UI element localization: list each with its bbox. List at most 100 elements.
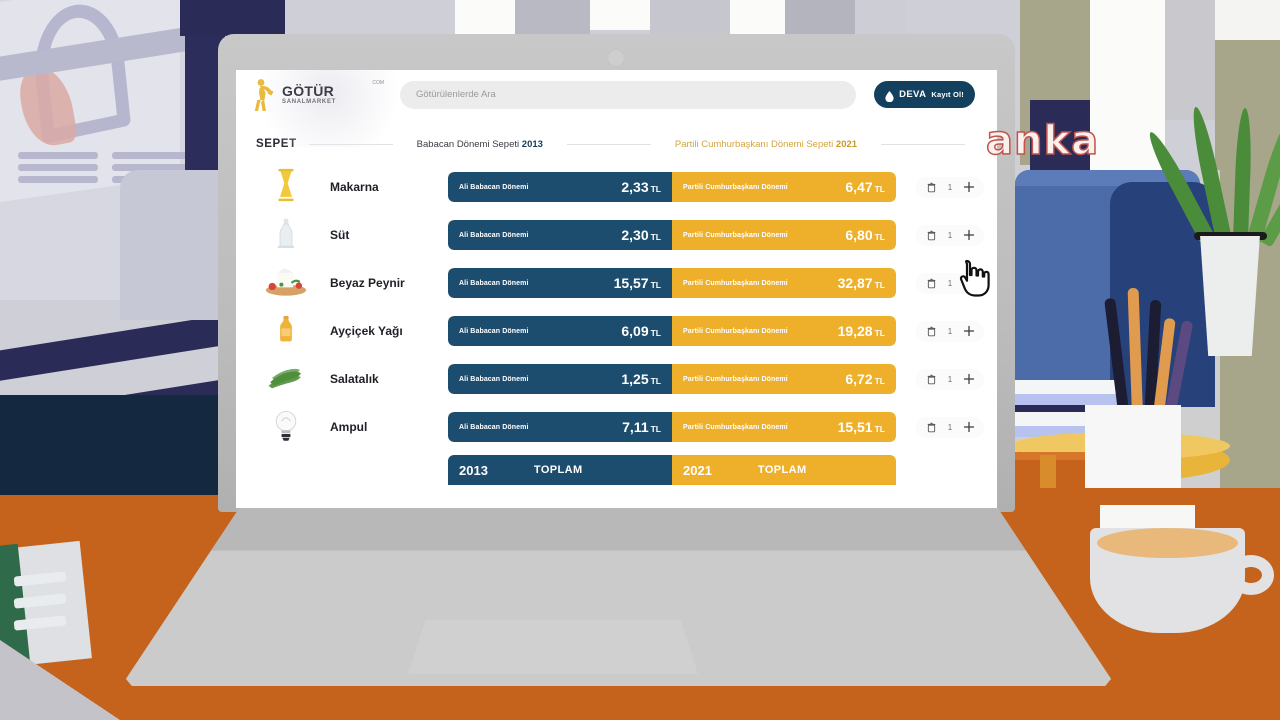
currency-label: TL: [650, 376, 661, 386]
product-list: Makarna Ali Babacan Dönemi 2,33 TL Partili C…: [256, 163, 984, 451]
price-2021-cell: Partili Cumhurbaşkanı Dönemi 15,51 TL: [672, 412, 896, 442]
tab-babacan-2013[interactable]: Babacan Dönemi Sepeti 2013: [404, 134, 555, 154]
tab-babacan-year: 2013: [521, 138, 543, 150]
deva-cta-label: Kayıt Ol!: [931, 90, 964, 99]
background-dark-strip: [0, 395, 230, 495]
price-2013-label: Ali Babacan Dönemi: [459, 375, 529, 383]
trash-icon[interactable]: [925, 421, 938, 434]
price-2021-value: 6,47: [845, 179, 873, 195]
price-2021-label: Partili Cumhurbaşkanı Dönemi: [683, 327, 788, 335]
cucumber-icon: [265, 363, 307, 396]
product-thumbnail: [256, 261, 316, 305]
trash-icon[interactable]: [925, 325, 938, 338]
plus-icon[interactable]: [962, 325, 975, 338]
product-name: Beyaz Peynir: [330, 276, 405, 290]
price-2013-value: 6,09: [621, 323, 649, 339]
price-2021-label: Partili Cumhurbaşkanı Dönemi: [683, 183, 788, 191]
search-input[interactable]: Götürülenlerde Ara: [400, 80, 857, 109]
price-2013-cell: Ali Babacan Dönemi 1,25 TL: [448, 364, 672, 394]
total-2013: 2013 TOPLAM: [448, 455, 672, 485]
quantity-value: 1: [947, 182, 953, 192]
laptop-trackpad[interactable]: [408, 620, 698, 674]
header-glow: [244, 70, 414, 147]
basket-section: SEPET Babacan Dönemi Sepeti 2013 Partili…: [236, 119, 997, 485]
price-2013-cell: Ali Babacan Dönemi 6,09 TL: [448, 316, 672, 346]
background-right-wall: [1030, 100, 1090, 175]
trash-icon[interactable]: [925, 229, 938, 242]
trash-icon[interactable]: [925, 373, 938, 386]
quantity-value: 1: [947, 326, 953, 336]
plus-icon[interactable]: [962, 421, 975, 434]
product-row: Ayçiçek Yağı Ali Babacan Dönemi 6,09 TL Part…: [256, 307, 984, 355]
price-2013-value: 2,30: [621, 227, 649, 243]
quantity-stepper: 1: [916, 176, 984, 198]
milk-bottle-icon: [271, 213, 301, 258]
poster-text-line: [112, 152, 192, 159]
site-logo[interactable]: GÖTÜR SANALMARKET COM: [252, 78, 384, 112]
poster-text-line: [18, 152, 98, 159]
poster-text-line: [112, 164, 192, 171]
product-row: Süt Ali Babacan Dönemi 2,30 TL Partili Cumhu…: [256, 211, 984, 259]
price-2013-label: Ali Babacan Dönemi: [459, 183, 529, 191]
price-2021-cell: Partili Cumhurbaşkanı Dönemi 6,72 TL: [672, 364, 896, 394]
tab-cumhurbaskani-2021[interactable]: Partili Cumhurbaşkanı Dönemi Sepeti 2021: [662, 134, 870, 154]
deva-party-label: DEVA: [899, 89, 927, 100]
currency-label: TL: [650, 328, 661, 338]
shopper-figure-icon: [252, 78, 278, 112]
price-2021-cell: Partili Cumhurbaşkanı Dönemi 19,28 TL: [672, 316, 896, 346]
product-thumbnail: [256, 309, 316, 353]
cheese-icon: [264, 264, 308, 303]
price-2013-cell: Ali Babacan Dönemi 15,57 TL: [448, 268, 672, 298]
product-name: Süt: [330, 228, 350, 242]
poster-text-line: [18, 164, 98, 171]
price-2021-label: Partili Cumhurbaşkanı Dönemi: [683, 375, 788, 383]
price-comparison-bar: Ali Babacan Dönemi 2,33 TL Partili Cumhurba…: [448, 172, 896, 202]
logo-title: GÖTÜR: [282, 83, 335, 99]
site-header: GÖTÜR SANALMARKET COM Götürülenlerde Ara…: [236, 70, 997, 119]
product-name: Makarna: [330, 180, 379, 194]
trash-icon[interactable]: [925, 181, 938, 194]
price-2021-value: 6,80: [845, 227, 873, 243]
price-2021-label: Partili Cumhurbaşkanı Dönemi: [683, 231, 788, 239]
price-2021-label: Partili Cumhurbaşkanı Dönemi: [683, 423, 788, 431]
price-2021-cell: Partili Cumhurbaşkanı Dönemi 6,80 TL: [672, 220, 896, 250]
divider-line: [881, 143, 966, 145]
browser-screen: GÖTÜR SANALMARKET COM Götürülenlerde Ara…: [236, 70, 997, 508]
price-2013-cell: Ali Babacan Dönemi 7,11 TL: [448, 412, 672, 442]
deva-signup-button[interactable]: DEVA Kayıt Ol!: [874, 81, 975, 108]
currency-label: TL: [874, 424, 885, 434]
product-row: Makarna Ali Babacan Dönemi 2,33 TL Partili C…: [256, 163, 984, 211]
currency-label: TL: [874, 232, 885, 242]
quantity-stepper: 1: [916, 368, 984, 390]
quantity-value: 1: [947, 374, 953, 384]
price-2013-value: 7,11: [622, 419, 649, 435]
plus-icon[interactable]: [962, 373, 975, 386]
product-name: Ampul: [330, 420, 368, 434]
plus-icon[interactable]: [962, 181, 975, 194]
anka-watermark: anka: [985, 117, 1100, 165]
price-2021-value: 32,87: [837, 275, 873, 291]
price-2013-value: 15,57: [613, 275, 649, 291]
quantity-value: 1: [947, 278, 953, 288]
price-2013-value: 2,33: [621, 179, 649, 195]
trash-icon[interactable]: [925, 277, 938, 290]
quantity-value: 1: [947, 230, 953, 240]
price-2013-label: Ali Babacan Dönemi: [459, 423, 529, 431]
lightbulb-icon: [271, 404, 301, 451]
price-2013-cell: Ali Babacan Dönemi 2,30 TL: [448, 220, 672, 250]
plus-icon[interactable]: [962, 229, 975, 242]
product-row: Ampul Ali Babacan Dönemi 7,11 TL Partili Cum…: [256, 403, 984, 451]
quantity-value: 1: [947, 422, 953, 432]
background-right-wall: [1215, 0, 1280, 40]
background-navy-band: [180, 0, 285, 36]
currency-label: TL: [650, 184, 661, 194]
price-comparison-bar: Ali Babacan Dönemi 2,30 TL Partili Cumhurba…: [448, 220, 896, 250]
currency-label: TL: [650, 280, 661, 290]
background-right-wall: [1165, 0, 1215, 120]
product-thumbnail: [256, 405, 316, 449]
product-thumbnail: [256, 213, 316, 257]
total-right-label: TOPLAM: [757, 464, 807, 476]
product-name: Salatalık: [330, 372, 379, 386]
coffee-liquid: [1097, 528, 1238, 558]
tab-cumhurbaskani-year: 2021: [835, 138, 858, 150]
